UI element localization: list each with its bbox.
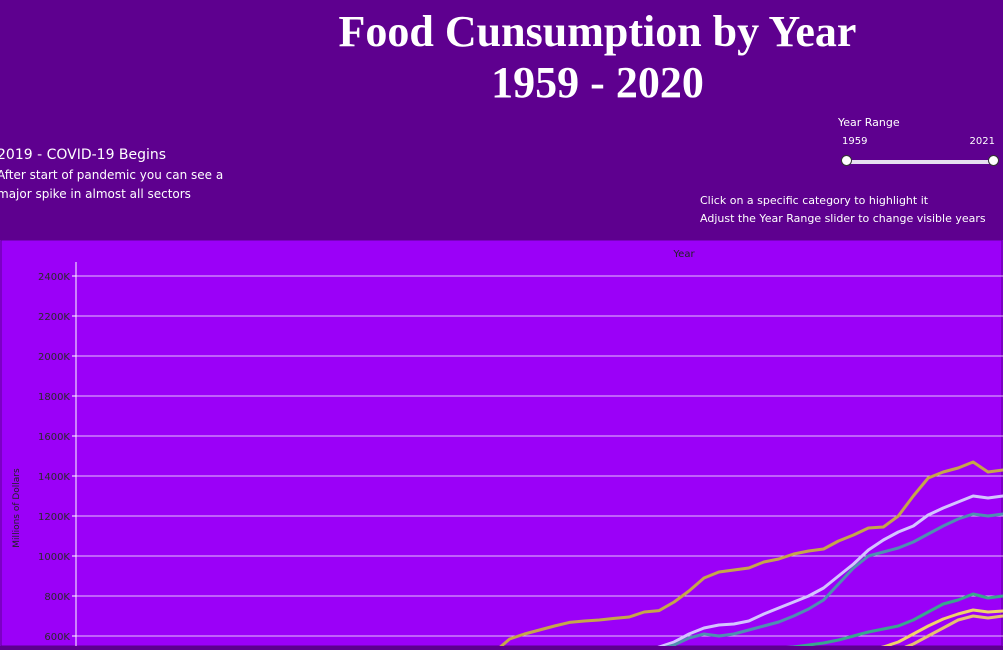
y-tick-label: 1600K — [38, 432, 70, 443]
gridlines — [76, 275, 1003, 637]
year-range-label: Year Range — [838, 116, 900, 129]
year-range-filter[interactable]: Year Range 1959 2021 — [838, 116, 1003, 176]
y-tick-label: 2200K — [38, 312, 70, 323]
title-line-2: 1959 - 2020 — [491, 58, 704, 107]
instruction-line-1: Click on a specific category to highligh… — [700, 194, 929, 207]
annotation-body: After start of pandemic you can see a ma… — [0, 166, 257, 204]
instruction-line-2: Adjust the Year Range slider to change v… — [700, 212, 986, 225]
series-line-5[interactable] — [866, 608, 1003, 650]
line-chart: Year Millions of Dollars 600K 800K 1000K 12… — [0, 239, 1003, 650]
y-tick-label: 2400K — [38, 272, 70, 283]
year-range-min-handle[interactable] — [841, 155, 852, 166]
x-axis-title: Year — [672, 249, 695, 260]
line-chart-panel: Year Millions of Dollars 600K 800K 1000K 12… — [0, 239, 1003, 650]
annotation-title: 2019 - COVID-19 Begins — [0, 147, 167, 163]
title-line-1: Food Cunsumption by Year — [338, 7, 857, 56]
series-line-2[interactable] — [644, 494, 1003, 650]
y-axis-ticks: 600K 800K 1000K 1200K 1400K 1600K 1800K 2000K 22… — [38, 272, 76, 643]
usage-instructions: Click on a specific category to highligh… — [700, 192, 986, 228]
y-tick-label: 1200K — [38, 512, 70, 523]
year-range-max-label: 2021 — [969, 136, 995, 147]
year-range-slider-track[interactable] — [846, 160, 993, 164]
y-tick-label: 800K — [44, 592, 70, 603]
series-line-1[interactable] — [494, 460, 1003, 650]
page-title: Food Cunsumption by Year 1959 - 2020 — [0, 6, 1003, 108]
annotation-line-1: After start of pandemic you can see a — [0, 168, 224, 182]
y-tick-label: 1800K — [38, 392, 70, 403]
covid-annotation: 2019 - COVID-19 Begins After start of pa… — [0, 146, 257, 204]
series-line-4[interactable] — [777, 592, 1003, 650]
y-axis-title: Millions of Dollars — [12, 468, 22, 548]
dashboard-header: Food Cunsumption by Year 1959 - 2020 201… — [0, 0, 1003, 240]
y-tick-label: 2000K — [38, 352, 70, 363]
y-tick-label: 1400K — [38, 472, 70, 483]
year-range-min-label: 1959 — [842, 136, 868, 147]
y-tick-label: 600K — [44, 632, 70, 643]
annotation-line-2: major spike in almost all sectors — [0, 187, 191, 201]
series-lines[interactable] — [494, 460, 1003, 650]
year-range-max-handle[interactable] — [988, 155, 999, 166]
y-tick-label: 1000K — [38, 552, 70, 563]
series-line-3[interactable] — [644, 512, 1003, 650]
